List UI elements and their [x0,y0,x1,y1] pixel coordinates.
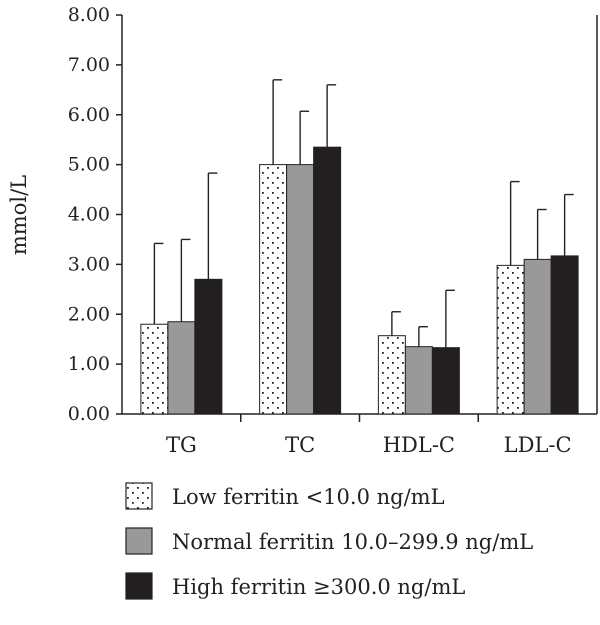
x-tick-label: HDL-C [383,433,455,457]
legend-swatch [125,527,153,555]
y-tick-label: 0.00 [68,403,110,425]
axis-labels: 0.00 1.00 2.00 3.00 4.00 5.00 6.00 7.00 8.00 TG TC… [68,4,572,457]
legend-item: Low ferritin <10.0 ng/mL [125,482,445,510]
y-axis-label: mmol/L [7,175,31,255]
bar [377,335,406,415]
x-tick-label: TC [285,433,315,457]
legend-item: High ferritin ≥300.0 ng/mL [125,572,465,600]
y-tick-label: 3.00 [68,253,110,275]
legend-swatch [125,482,153,510]
bar [523,258,552,415]
y-tick-label: 4.00 [68,204,110,226]
bar [194,278,223,415]
bar [286,164,315,415]
bar [431,347,460,415]
legend-label: Normal ferritin 10.0–299.9 ng/mL [172,530,533,554]
legend: Low ferritin <10.0 ng/mL Normal ferritin … [125,482,533,600]
x-tick-label: TG [166,433,197,457]
bar [496,264,525,415]
bar [259,164,288,415]
bar-group-ldl-c [496,180,579,415]
bar-group-tc [259,79,342,415]
bars [140,79,579,415]
bar [550,255,579,415]
bar [140,323,169,415]
y-tick-label: 5.00 [68,154,110,176]
y-tick-label: 2.00 [68,303,110,325]
y-tick-label: 6.00 [68,104,110,126]
y-tick-label: 7.00 [68,54,110,76]
bar [167,321,196,415]
legend-swatch [125,572,153,600]
y-tick-label: 8.00 [68,4,110,26]
legend-label: Low ferritin <10.0 ng/mL [172,485,445,509]
bar-group-hdl-c [377,289,460,415]
x-tick-label: LDL-C [504,433,572,457]
y-tick-label: 1.00 [68,353,110,375]
legend-item: Normal ferritin 10.0–299.9 ng/mL [125,527,533,555]
bar [404,346,433,415]
bar [313,146,342,415]
legend-label: High ferritin ≥300.0 ng/mL [172,575,465,599]
bar-group-tg [140,172,223,415]
